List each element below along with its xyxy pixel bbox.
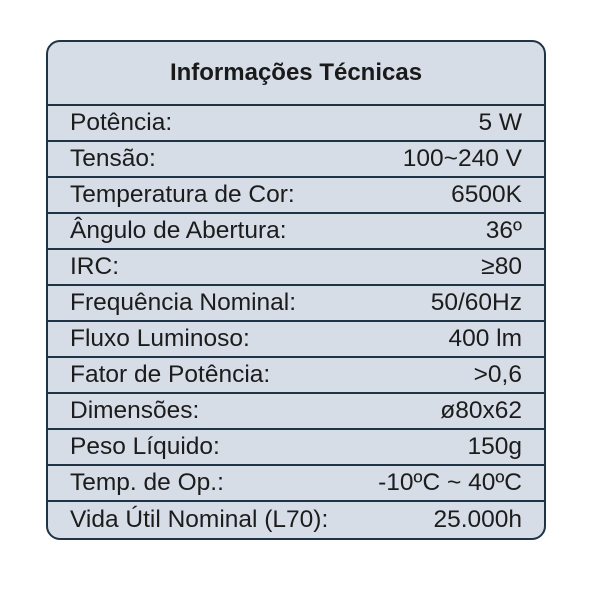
spec-value: 150g bbox=[467, 433, 522, 460]
spec-value: ø80x62 bbox=[440, 397, 522, 424]
label-title: Informações Técnicas bbox=[48, 42, 544, 106]
spec-label-text: Potência: bbox=[70, 109, 173, 136]
spec-value: 25.000h bbox=[433, 506, 522, 533]
spec-value: >0,6 bbox=[473, 361, 522, 388]
spec-row: IRC: ≥80 bbox=[48, 250, 544, 286]
spec-value: 36º bbox=[485, 217, 522, 244]
spec-label-text: Fluxo Luminoso: bbox=[70, 325, 250, 352]
spec-table: Potência: 5 W Tensão: 100~240 V Temperatura … bbox=[48, 106, 544, 538]
spec-label-text: Ângulo de Abertura: bbox=[70, 217, 287, 244]
spec-label-text: Vida Útil Nominal (L70): bbox=[70, 506, 329, 533]
spec-row: Tensão: 100~240 V bbox=[48, 142, 544, 178]
spec-label-text: Peso Líquido: bbox=[70, 433, 220, 460]
spec-label-text: Fator de Potência: bbox=[70, 361, 271, 388]
spec-value: 5 W bbox=[478, 109, 522, 136]
spec-label-text: Temp. de Op.: bbox=[70, 469, 224, 496]
spec-row: Ângulo de Abertura: 36º bbox=[48, 214, 544, 250]
spec-row: Potência: 5 W bbox=[48, 106, 544, 142]
spec-value: 6500K bbox=[451, 181, 522, 208]
spec-value: 100~240 V bbox=[402, 145, 522, 172]
spec-label-text: IRC: bbox=[70, 253, 119, 280]
spec-row: Peso Líquido: 150g bbox=[48, 430, 544, 466]
spec-label: Informações Técnicas Potência: 5 W Tensão:… bbox=[46, 40, 546, 540]
spec-row: Fator de Potência: >0,6 bbox=[48, 358, 544, 394]
spec-label-text: Frequência Nominal: bbox=[70, 289, 297, 316]
spec-value: ≥80 bbox=[481, 253, 522, 280]
spec-label-text: Dimensões: bbox=[70, 397, 200, 424]
spec-value: 400 lm bbox=[448, 325, 522, 352]
spec-label-text: Temperatura de Cor: bbox=[70, 181, 295, 208]
spec-label-text: Tensão: bbox=[70, 145, 156, 172]
spec-row: Vida Útil Nominal (L70): 25.000h bbox=[48, 502, 544, 538]
spec-row: Fluxo Luminoso: 400 lm bbox=[48, 322, 544, 358]
spec-row: Temp. de Op.: -10ºC ~ 40ºC bbox=[48, 466, 544, 502]
spec-value: -10ºC ~ 40ºC bbox=[378, 469, 522, 496]
spec-row: Dimensões: ø80x62 bbox=[48, 394, 544, 430]
spec-value: 50/60Hz bbox=[430, 289, 522, 316]
spec-row: Frequência Nominal: 50/60Hz bbox=[48, 286, 544, 322]
spec-row: Temperatura de Cor: 6500K bbox=[48, 178, 544, 214]
